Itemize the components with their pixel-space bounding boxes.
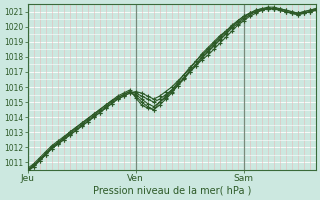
X-axis label: Pression niveau de la mer( hPa ): Pression niveau de la mer( hPa ) — [92, 186, 251, 196]
